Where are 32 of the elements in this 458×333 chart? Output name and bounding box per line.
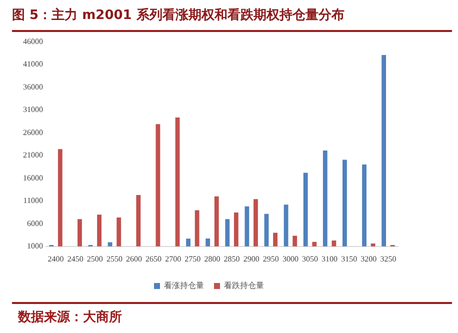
x-tick-label: 2550: [106, 254, 122, 264]
x-tick-label: 2700: [165, 254, 182, 264]
chart-title: 图 5：主力 m2001 系列看涨期权和看跌期权持仓量分布: [12, 6, 344, 24]
x-tick-label: 2900: [243, 254, 260, 264]
x-tick-label: 2800: [204, 254, 220, 264]
y-tick-label: 11000: [23, 196, 43, 206]
y-tick-label: 26000: [23, 128, 43, 137]
y-tick-label: 21000: [23, 150, 43, 160]
x-tick-label: 2750: [184, 254, 201, 264]
y-tick-label: 16000: [23, 173, 43, 182]
x-tick-label: 3050: [302, 254, 318, 264]
x-tick-label: 3000: [282, 254, 298, 264]
y-tick-label: 41000: [23, 60, 43, 69]
y-tick-label: 46000: [23, 36, 43, 46]
legend-label: 看涨持仓量: [164, 281, 204, 290]
x-tick-label: 3150: [341, 254, 358, 264]
x-tick-label: 2950: [262, 254, 279, 264]
x-tick-label: 2400: [48, 254, 64, 264]
y-tick-label: 6000: [27, 218, 43, 228]
x-tick-label: 2450: [67, 254, 84, 264]
x-tick-label: 3250: [380, 254, 396, 264]
x-tick-label: 2600: [126, 254, 142, 264]
y-tick-label: 36000: [23, 82, 43, 92]
y-tick-label: 1000: [27, 241, 43, 250]
x-tick-label: 3100: [322, 254, 338, 264]
x-tick-label: 2650: [146, 254, 162, 264]
x-tick-label: 2500: [86, 254, 103, 264]
x-tick-label: 2850: [224, 254, 240, 264]
x-tick-label: 3200: [360, 254, 377, 264]
y-tick-label: 31000: [23, 105, 43, 114]
legend-label: 看跌持仓量: [224, 281, 264, 290]
source-note: 数据来源：大商所: [18, 308, 122, 326]
